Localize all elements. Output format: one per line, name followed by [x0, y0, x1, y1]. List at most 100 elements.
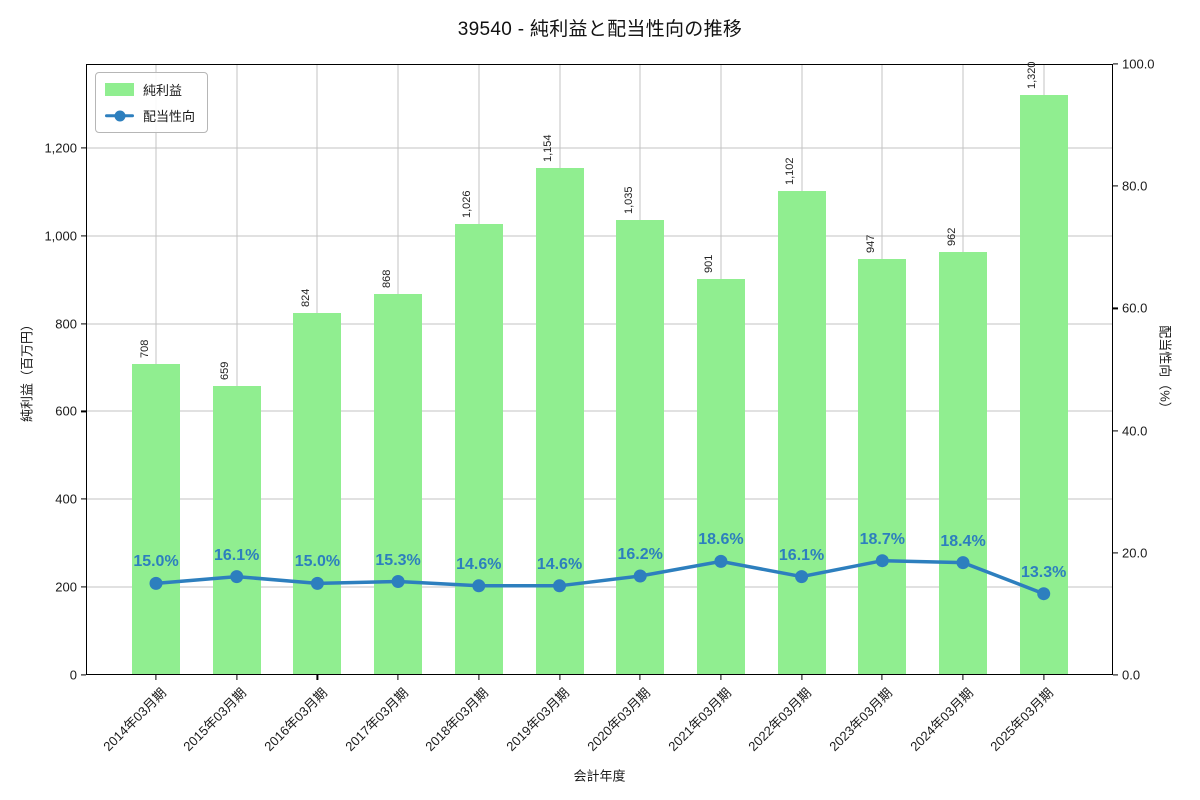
bar — [374, 293, 423, 675]
x-tick-mark — [720, 675, 722, 680]
y-left-tick-label: 600 — [55, 403, 77, 419]
x-tick-mark — [639, 675, 641, 680]
line-value-label: 15.0% — [294, 553, 341, 571]
bar — [858, 259, 907, 675]
y-left-tick-mark — [81, 323, 86, 325]
line-point — [230, 570, 244, 584]
chart-title: 39540 - 純利益と配当性向の推移 — [457, 19, 743, 40]
x-tick-label-text: 2025年03月期 — [987, 685, 1057, 754]
line-point — [391, 575, 405, 588]
x-tick-mark — [881, 675, 883, 680]
y-right-tick-label: 40.0 — [1122, 423, 1148, 439]
line-point — [553, 579, 566, 593]
bar — [777, 190, 826, 675]
y-right-tick-label: 0.0 — [1122, 667, 1141, 683]
x-tick-label-text: 2014年03月期 — [99, 685, 169, 754]
line-value-label: 18.6% — [698, 531, 744, 549]
gridline-horizontal — [86, 323, 1113, 325]
y-right-tick-label: 20.0 — [1122, 545, 1148, 561]
line-value-label: 18.7% — [859, 530, 905, 548]
line-path — [154, 558, 1046, 596]
line-point — [310, 576, 324, 590]
y-right-tick-mark — [1113, 552, 1118, 554]
bar — [616, 220, 665, 675]
bar-value-label: 1,102 — [784, 157, 797, 185]
y-right-tick-mark — [1113, 307, 1118, 309]
y-left-axis-title: 純利益（百万円） — [19, 317, 35, 422]
bar-value-label: 824 — [299, 288, 312, 308]
y-left-tick-mark — [81, 586, 86, 588]
bar — [696, 279, 745, 675]
gridline-horizontal — [86, 410, 1113, 412]
y-left-tick-mark — [81, 147, 86, 149]
gridline-vertical — [236, 64, 238, 675]
line-value-label: 16.1% — [778, 546, 825, 564]
x-tick-label-text: 2019年03月期 — [503, 685, 573, 754]
legend-label-payout-ratio: 配当性向 — [143, 109, 196, 124]
y-left-tick-mark — [81, 674, 86, 676]
x-tick-label-text: 2016年03月期 — [261, 685, 331, 754]
line-swatch-icon — [105, 109, 134, 123]
line-point — [633, 569, 647, 583]
x-tick-mark — [316, 675, 318, 680]
bar — [132, 364, 180, 675]
bar — [939, 252, 987, 675]
x-tick-label-text: 2018年03月期 — [422, 685, 492, 754]
x-tick-mark — [962, 675, 964, 680]
x-tick-mark — [801, 675, 803, 680]
plot-area: 708 659 824 868 1,026 1,154 1,035 901 1,102 947 96… — [86, 61, 1113, 675]
x-tick-label-text: 2017年03月期 — [341, 685, 411, 754]
y-left-tick-mark — [81, 235, 86, 237]
legend-item-net-profit: 純利益 — [105, 80, 195, 99]
x-tick-mark — [478, 675, 480, 680]
y-left-tick-label: 1,200 — [44, 140, 77, 156]
x-tick-mark — [1043, 675, 1045, 680]
x-tick-label-text: 2022年03月期 — [745, 685, 815, 754]
y-right-tick-mark — [1113, 430, 1118, 432]
bar-value-label: 1,320 — [1026, 61, 1039, 90]
y-right-tick-mark — [1113, 185, 1118, 187]
x-tick-label-text: 2015年03月期 — [180, 685, 250, 754]
legend-item-payout-ratio: 配当性向 — [105, 106, 195, 125]
line-value-label: 13.3% — [1021, 563, 1067, 581]
bar — [1019, 95, 1068, 675]
line-value-label: 18.4% — [940, 532, 986, 550]
bar-value-label: 659 — [219, 361, 232, 380]
x-tick-label-text: 2021年03月期 — [664, 685, 734, 754]
line-value-label: 15.3% — [375, 551, 421, 569]
y-right-tick-label: 60.0 — [1122, 300, 1148, 316]
x-tick-mark — [397, 675, 399, 680]
legend: 純利益 配当性向 — [95, 72, 209, 133]
line-point — [795, 570, 809, 584]
y-left-tick-label: 0 — [69, 667, 77, 683]
bar-swatch-icon — [105, 83, 134, 96]
y-left-tick-label: 800 — [55, 316, 77, 332]
x-tick-label-text: 2023年03月期 — [826, 685, 896, 754]
y-left-tick-label: 200 — [55, 579, 77, 595]
bar-value-label: 868 — [380, 269, 393, 288]
bar-value-label: 1,035 — [622, 186, 635, 215]
line-point — [956, 556, 970, 570]
y-right-axis-title: 配当性向（%） — [1157, 324, 1173, 415]
payout-ratio-line — [149, 554, 1051, 601]
y-left-tick-mark — [81, 410, 86, 413]
line-value-label: 16.1% — [214, 546, 260, 564]
gridline-horizontal — [86, 147, 1113, 149]
line-value-label: 14.6% — [536, 555, 583, 573]
bar-value-label: 1,154 — [542, 134, 554, 163]
gridline-horizontal — [86, 586, 1113, 588]
line-point — [472, 579, 486, 593]
bar-value-label: 901 — [703, 254, 716, 274]
y-right-tick-mark — [1113, 674, 1118, 676]
bar — [212, 385, 261, 675]
y-left-tick-label: 400 — [55, 491, 77, 507]
line-point — [149, 576, 163, 590]
y-right-tick-label: 80.0 — [1122, 178, 1148, 194]
bar-value-label: 1,026 — [461, 190, 474, 219]
x-tick-mark — [558, 675, 561, 680]
x-tick-label-text: 2020年03月期 — [584, 685, 653, 754]
gridline-horizontal — [86, 498, 1113, 500]
x-tick-mark — [236, 675, 238, 680]
bar-value-label: 947 — [864, 234, 877, 254]
